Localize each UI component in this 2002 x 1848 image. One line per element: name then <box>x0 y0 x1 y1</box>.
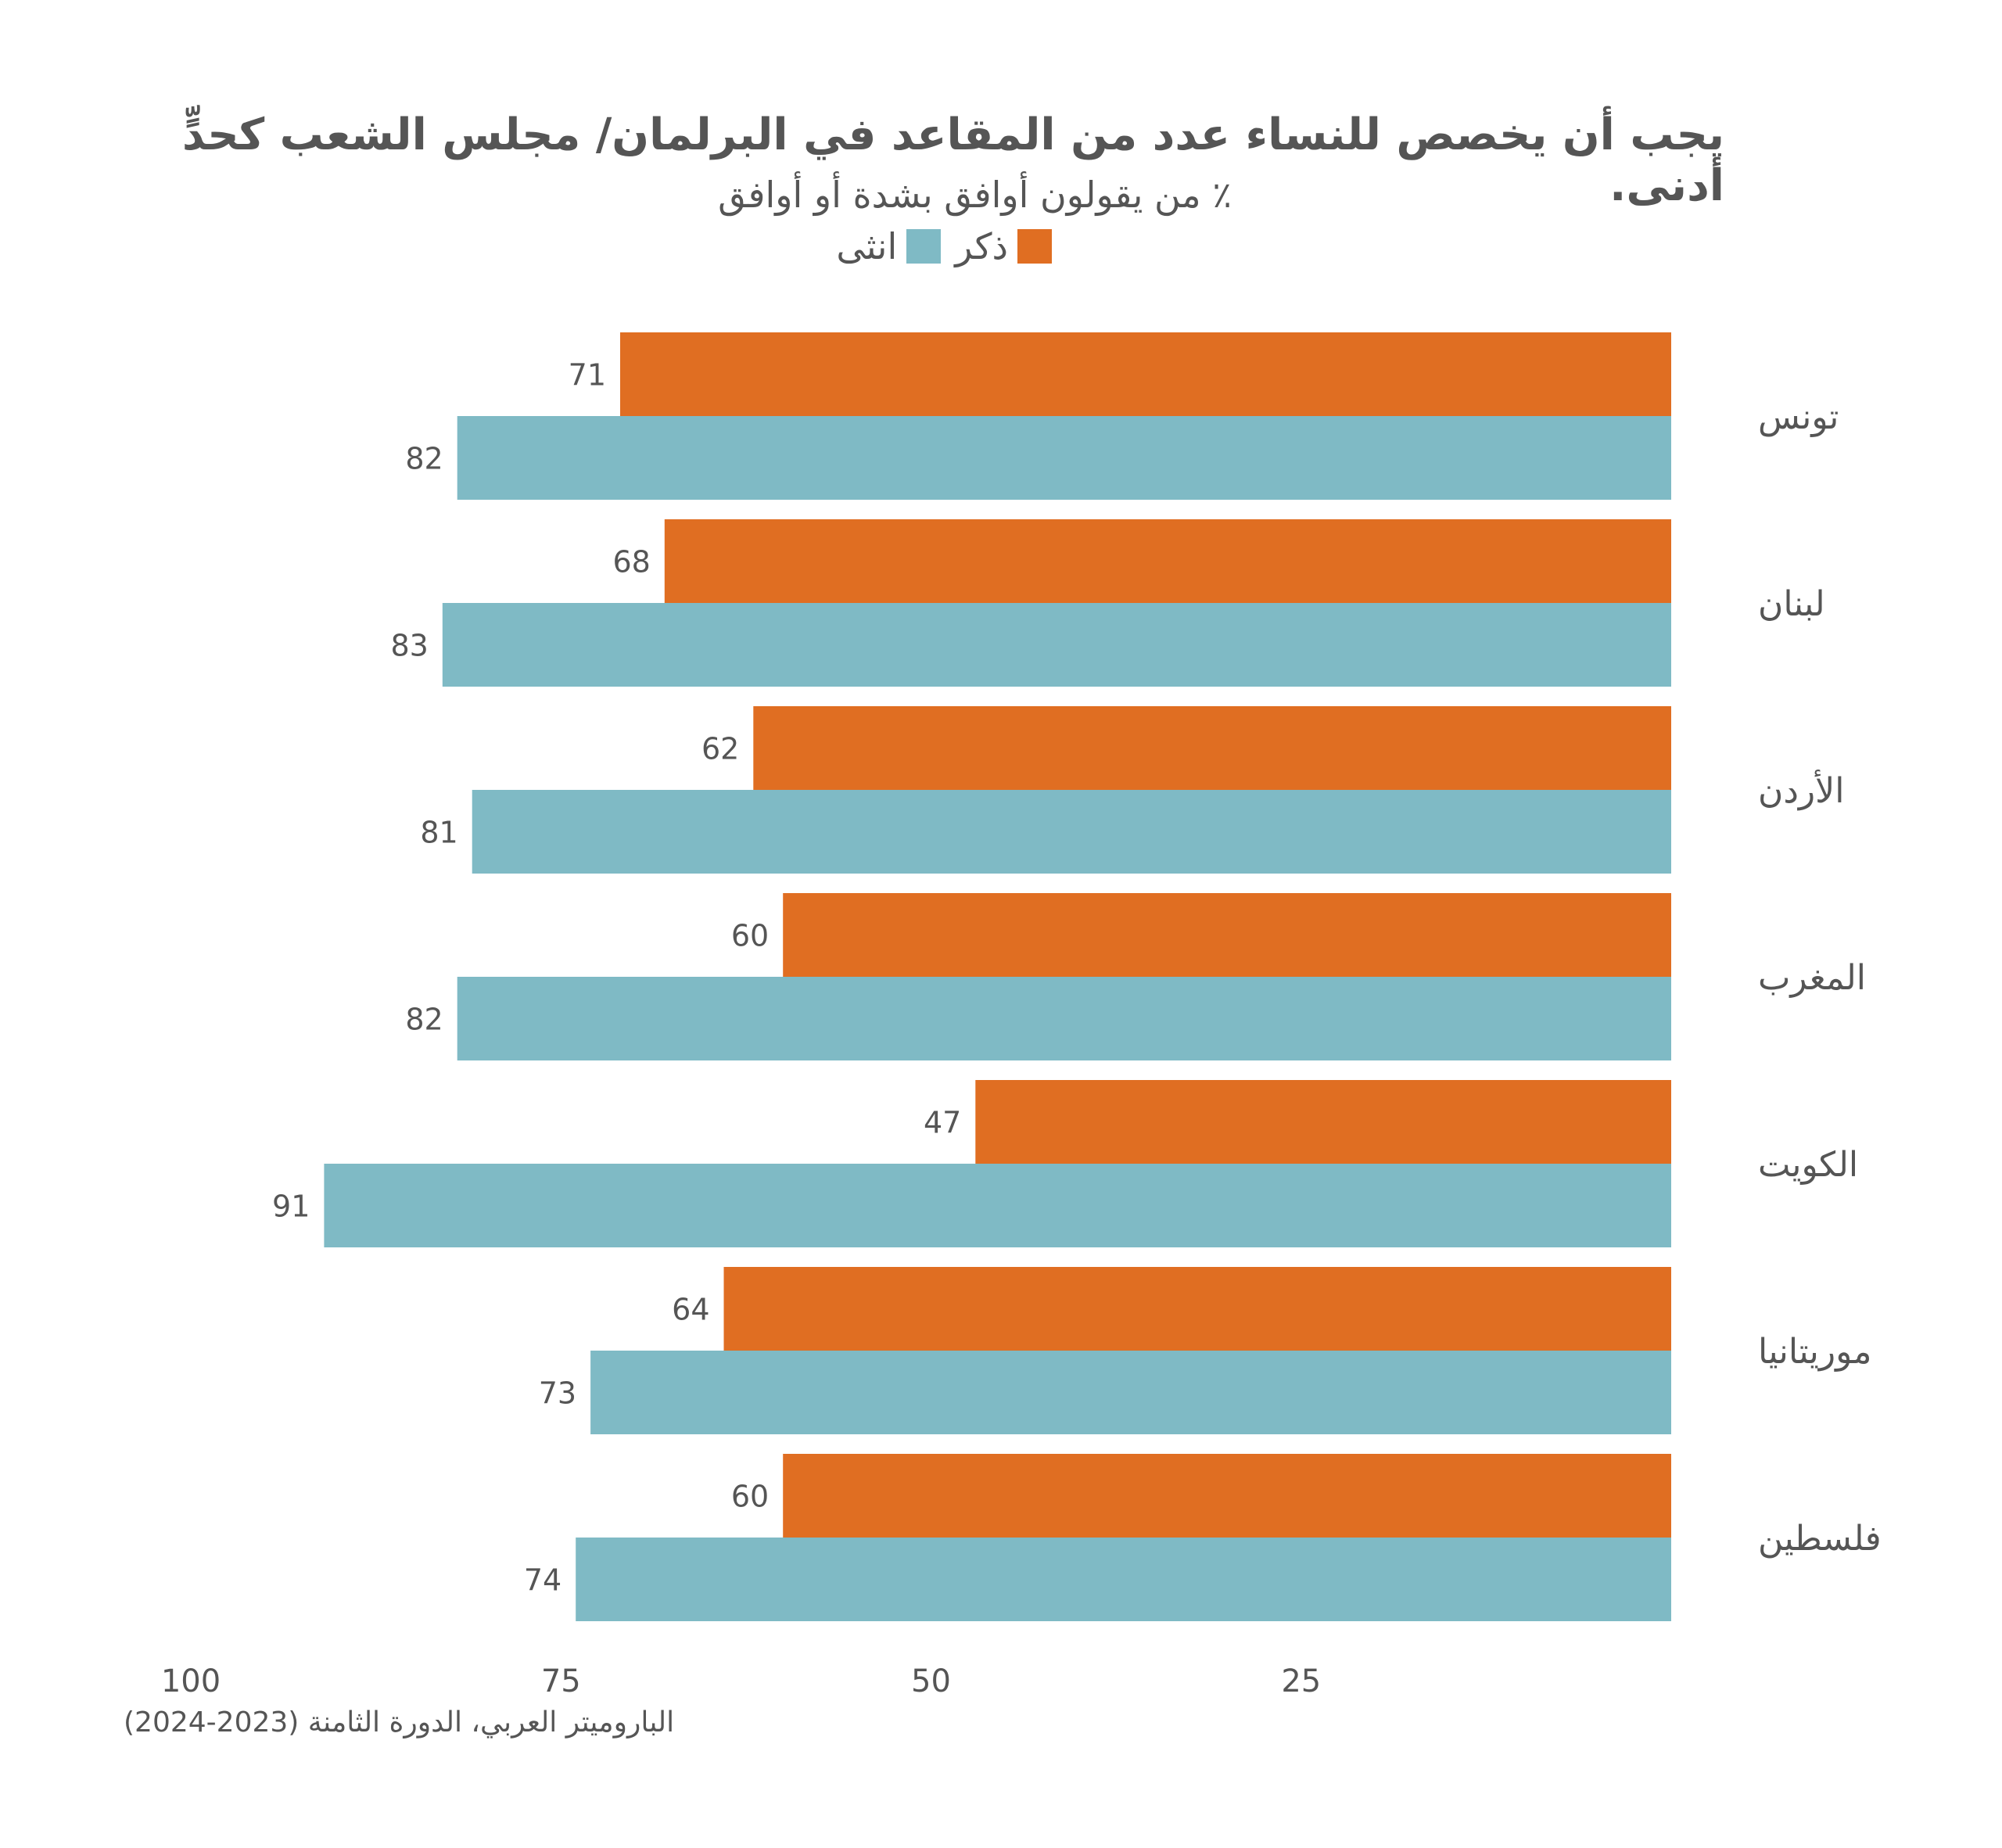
bar-male <box>783 1454 1672 1538</box>
category-group: 68 83 لبنان <box>390 519 1825 687</box>
bar-male <box>753 706 1671 790</box>
legend-label-female: انثى <box>836 225 898 267</box>
category-label: المغرب <box>1758 958 1866 998</box>
chart-title: يجب أن يخصص للنساء عدد من المقاعد في الب… <box>181 109 1724 211</box>
legend-label-male: ذكر <box>955 225 1008 267</box>
data-label: 71 <box>569 358 606 393</box>
x-tick-label: 50 <box>911 1663 951 1699</box>
x-tick-label: 100 <box>161 1663 221 1699</box>
data-label: 82 <box>405 1003 443 1037</box>
data-label: 83 <box>390 629 428 663</box>
bar-male <box>783 893 1672 977</box>
source-note: الباروميتر العربي، الدورة الثامنة (2023-… <box>124 1706 675 1739</box>
category-label: لبنان <box>1758 584 1825 624</box>
data-label: 74 <box>524 1563 561 1598</box>
category-label: الكويت <box>1758 1145 1858 1185</box>
x-tick-label: 75 <box>541 1663 581 1699</box>
legend-item-female: انثى <box>836 225 942 267</box>
bar-male <box>975 1080 1671 1164</box>
bar-female <box>472 790 1672 874</box>
bar-female <box>576 1538 1672 1621</box>
data-label: 60 <box>731 919 769 953</box>
bar-male <box>664 519 1671 603</box>
bar-female <box>457 977 1672 1060</box>
category-label: الأردن <box>1758 769 1844 811</box>
category-label: تونس <box>1758 397 1839 437</box>
category-group: 47 91 الكويت <box>272 1080 1858 1247</box>
legend: ذكر انثى <box>836 225 1052 267</box>
legend-swatch-male <box>1017 229 1052 264</box>
data-label: 68 <box>612 545 650 580</box>
bar-female <box>442 603 1671 687</box>
legend-swatch-female <box>906 229 942 264</box>
bar-male <box>620 332 1671 416</box>
category-group: 60 74 فلسطين <box>524 1454 1882 1621</box>
bar-female <box>457 416 1672 500</box>
category-group: 71 82 تونس <box>405 332 1839 500</box>
category-label: فلسطين <box>1758 1519 1882 1559</box>
data-label: 81 <box>420 816 457 850</box>
bar-male <box>723 1267 1671 1351</box>
legend-item-male: ذكر <box>955 225 1052 267</box>
data-label: 82 <box>405 442 443 476</box>
category-group: 64 73 موريتانيا <box>539 1267 1871 1434</box>
data-label: 64 <box>672 1293 709 1327</box>
data-label: 47 <box>924 1106 961 1140</box>
data-label: 62 <box>701 732 739 766</box>
category-label: موريتانيا <box>1758 1332 1871 1372</box>
bar-female <box>324 1164 1671 1247</box>
chart-subtitle: ٪ من يقولون أوافق بشدة أو أوافق <box>718 174 1232 216</box>
data-label: 91 <box>272 1190 310 1224</box>
bar-female <box>590 1351 1671 1434</box>
data-label: 60 <box>731 1480 769 1514</box>
data-label: 73 <box>539 1376 576 1411</box>
x-tick-label: 25 <box>1281 1663 1321 1699</box>
category-group: 62 81 الأردن <box>420 706 1844 874</box>
category-group: 60 82 المغرب <box>405 893 1866 1060</box>
